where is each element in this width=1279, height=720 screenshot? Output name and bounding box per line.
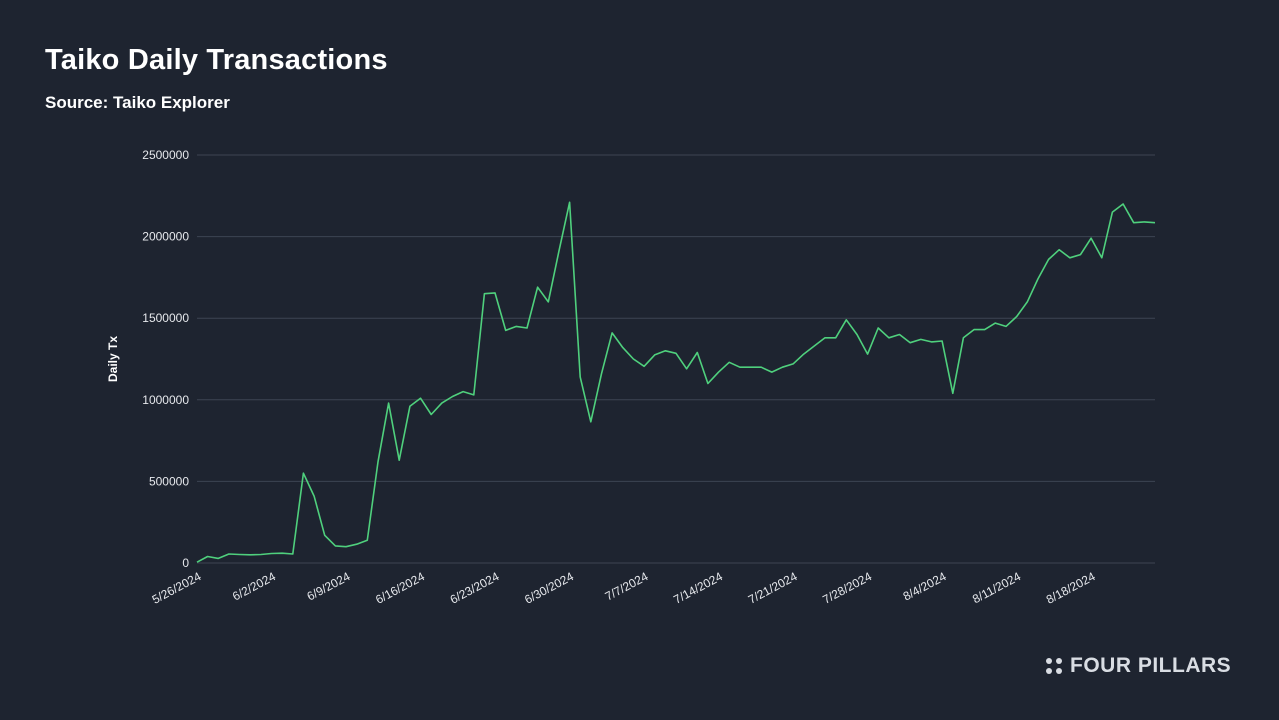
x-tick-label: 7/28/2024 [820, 569, 874, 607]
y-axis-label: Daily Tx [106, 336, 120, 382]
y-tick-label: 1500000 [142, 311, 189, 325]
x-tick-label: 8/11/2024 [970, 569, 1023, 606]
y-tick-label: 2500000 [142, 148, 189, 162]
chart-title: Taiko Daily Transactions [45, 44, 388, 76]
x-tick-label: 7/14/2024 [671, 569, 725, 607]
chart-subtitle: Source: Taiko Explorer [45, 93, 230, 112]
brand-name: FOUR PILLARS [1070, 654, 1232, 677]
x-tick-label: 7/21/2024 [746, 569, 800, 607]
x-tick-label: 7/7/2024 [603, 569, 651, 603]
y-tick-label: 1000000 [142, 393, 189, 407]
x-axis-ticks: 5/26/2024 6/2/2024 6/9/2024 6/16/2024 6/23/2… [150, 569, 1098, 607]
x-tick-label: 8/4/2024 [901, 569, 949, 603]
y-axis-ticks: 0 500000 1000000 1500000 2000000 2500000 [142, 148, 189, 570]
x-tick-label: 6/16/2024 [373, 569, 427, 607]
x-tick-label: 6/9/2024 [305, 569, 353, 603]
x-tick-label: 6/23/2024 [448, 569, 502, 607]
series-line-daily-tx [196, 201, 1156, 563]
four-dots-logo-icon [1046, 658, 1062, 674]
x-tick-label: 8/18/2024 [1044, 569, 1098, 607]
x-tick-label: 5/26/2024 [150, 569, 204, 607]
gridlines [197, 154, 1155, 564]
x-tick-label: 6/2/2024 [230, 569, 278, 603]
series-layer [196, 201, 1156, 563]
x-tick-label: 6/30/2024 [522, 569, 576, 607]
y-tick-label: 500000 [149, 474, 189, 488]
brand-logo: FOUR PILLARS [1046, 654, 1231, 678]
y-tick-label: 2000000 [142, 230, 189, 244]
y-tick-label: 0 [182, 556, 189, 570]
